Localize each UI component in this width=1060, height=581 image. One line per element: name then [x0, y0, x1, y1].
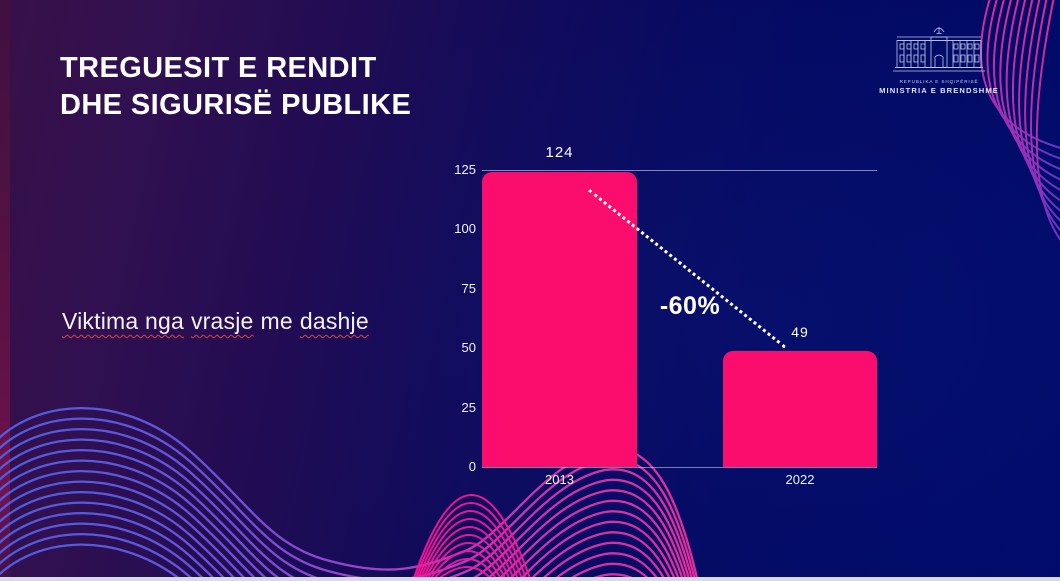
x-axis-line — [482, 467, 877, 468]
x-axis-label: 2022 — [785, 472, 815, 487]
caption-word: me — [260, 308, 293, 334]
percent-change-label: -60% — [659, 292, 721, 320]
ministry-building-icon — [893, 27, 985, 72]
slide-title-line2: DHE SIGURISË PUBLIKE — [60, 89, 412, 122]
y-axis-tick-label: 0 — [468, 459, 476, 474]
caption-word: vrasje — [190, 308, 254, 334]
bottom-edge-strip — [0, 577, 1060, 581]
logo-republic-text: REPUBLIKA E SHQIPËRISË — [899, 79, 979, 84]
y-axis-tick-label: 100 — [454, 221, 476, 236]
caption-word: dashje — [299, 308, 369, 334]
y-axis-tick-label: 25 — [461, 400, 476, 415]
chart-caption: Viktima nga vrasje me dashje — [62, 308, 376, 335]
slide-title: TREGUESIT E RENDIT DHE SIGURISË PUBLIKE — [60, 50, 411, 124]
y-axis-tick-label: 125 — [454, 162, 476, 177]
x-axis-label: 2013 — [545, 472, 574, 487]
bar-value-label: 49 — [791, 324, 809, 340]
logo-ministry-text: MINISTRIA E BRENDSHME — [879, 86, 999, 95]
caption-word: Viktima nga — [62, 308, 184, 334]
ministry-logo: REPUBLIKA E SHQIPËRISË MINISTRIA E BREND… — [876, 24, 1002, 95]
y-axis-tick-label: 50 — [461, 340, 476, 355]
gridline-125 — [482, 170, 877, 171]
bar-2022 — [723, 350, 877, 467]
left-edge-accent — [0, 0, 10, 581]
bottom-center-waves-decoration — [411, 493, 532, 581]
bar-2013 — [482, 172, 637, 467]
slide-title-line1: TREGUESIT E RENDIT — [60, 52, 377, 84]
bar-value-label: 124 — [545, 144, 574, 161]
bar-chart: 125 100 75 50 25 0 124 49 -60% 2013 2022 — [440, 140, 885, 500]
y-axis-tick-label: 75 — [461, 281, 476, 296]
